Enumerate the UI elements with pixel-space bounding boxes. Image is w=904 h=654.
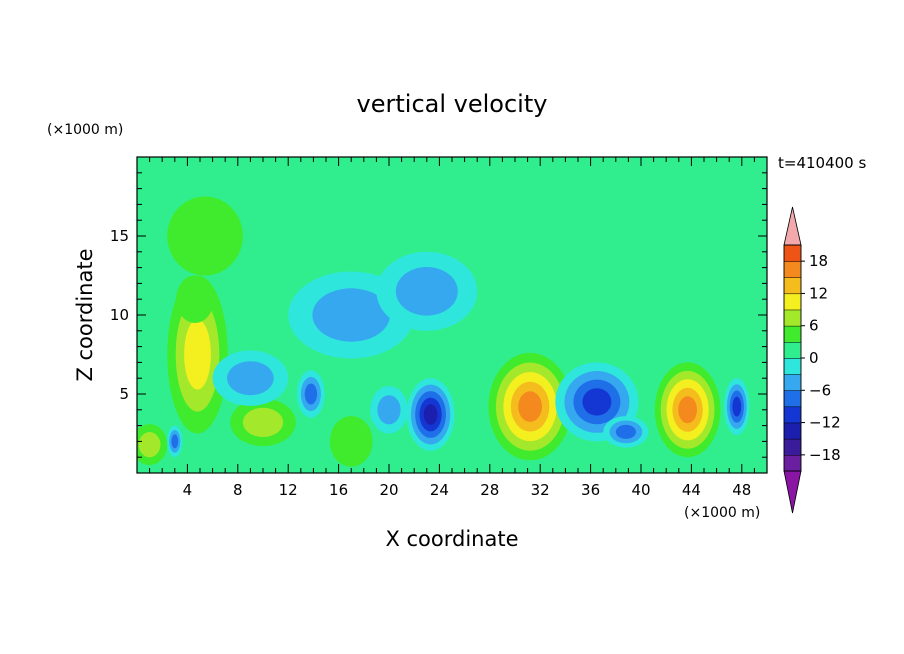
contour-band [242,407,284,437]
x-tick-label: 16 [329,481,348,499]
contour-band [395,267,458,316]
x-tick-label: 24 [430,481,449,499]
contour-band [304,383,318,405]
colorbar-band [783,260,802,278]
contour-features [137,196,750,467]
time-label: t=410400 s [778,154,866,172]
x-unit-label: (×1000 m) [684,505,760,521]
y-tick-label: 15 [110,227,129,245]
colorbar-tick-label: −18 [809,446,841,464]
contour-band [582,388,612,416]
colorbar-band [783,309,802,327]
x-axis: 4 8 12 16 20 24 28 32 36 40 44 48 [149,157,755,499]
colorbar-band [783,277,802,295]
colorbar-tick-label: 6 [809,317,819,335]
colorbar-band [783,357,802,375]
colorbar-band [783,244,802,262]
contour-band [227,361,274,396]
x-tick-label: 20 [379,481,398,499]
colorbar-tick-label: −12 [809,414,841,432]
y-tick-label: 10 [110,306,129,324]
contour-band [312,288,391,342]
chart-title: vertical velocity [357,90,548,118]
contour-band [423,404,438,425]
contour-band [184,319,211,390]
y-axis: 5 10 15 [110,172,767,458]
contour-band [171,434,179,449]
colorbar-band [783,454,802,472]
colorbar-tick-label: 0 [809,349,819,367]
colorbar-band [783,373,802,391]
colorbar-band [783,390,802,408]
x-tick-label: 36 [581,481,600,499]
contour-band [167,196,243,276]
x-tick-label: 8 [233,481,243,499]
y-axis-label: Z coordinate [73,248,97,381]
contour-band [329,416,373,467]
colorbar-band [783,341,802,359]
contour-band [732,396,742,417]
colorbar-tick-label: 18 [809,252,828,270]
x-tick-label: 32 [531,481,550,499]
contour-band [176,275,214,323]
colorbar-band [783,406,802,424]
colorbar-under-arrow [783,470,802,514]
colorbar-over-arrow [783,206,802,246]
colorbar-band [783,325,802,343]
contour-band [678,396,697,424]
colorbar-band [783,438,802,456]
colorbar: 18 12 6 0 −6 −12 −18 [783,206,841,514]
colorbar-band [783,293,802,311]
x-tick-label: 40 [631,481,650,499]
x-tick-label: 48 [732,481,751,499]
x-tick-label: 12 [279,481,298,499]
colorbar-tick-label: 12 [809,284,828,302]
contour-band [518,391,542,422]
y-tick-label: 5 [119,385,129,403]
colorbar-band [783,422,802,440]
x-axis-label: X coordinate [385,527,518,551]
contour-band [138,432,161,458]
x-tick-label: 44 [682,481,701,499]
contour-band [377,395,401,425]
x-tick-label: 4 [183,481,193,499]
x-tick-label: 28 [480,481,499,499]
y-unit-label: (×1000 m) [47,122,123,138]
contour-band [615,424,637,439]
colorbar-tick-label: −6 [809,381,831,399]
plot-area [137,157,767,473]
